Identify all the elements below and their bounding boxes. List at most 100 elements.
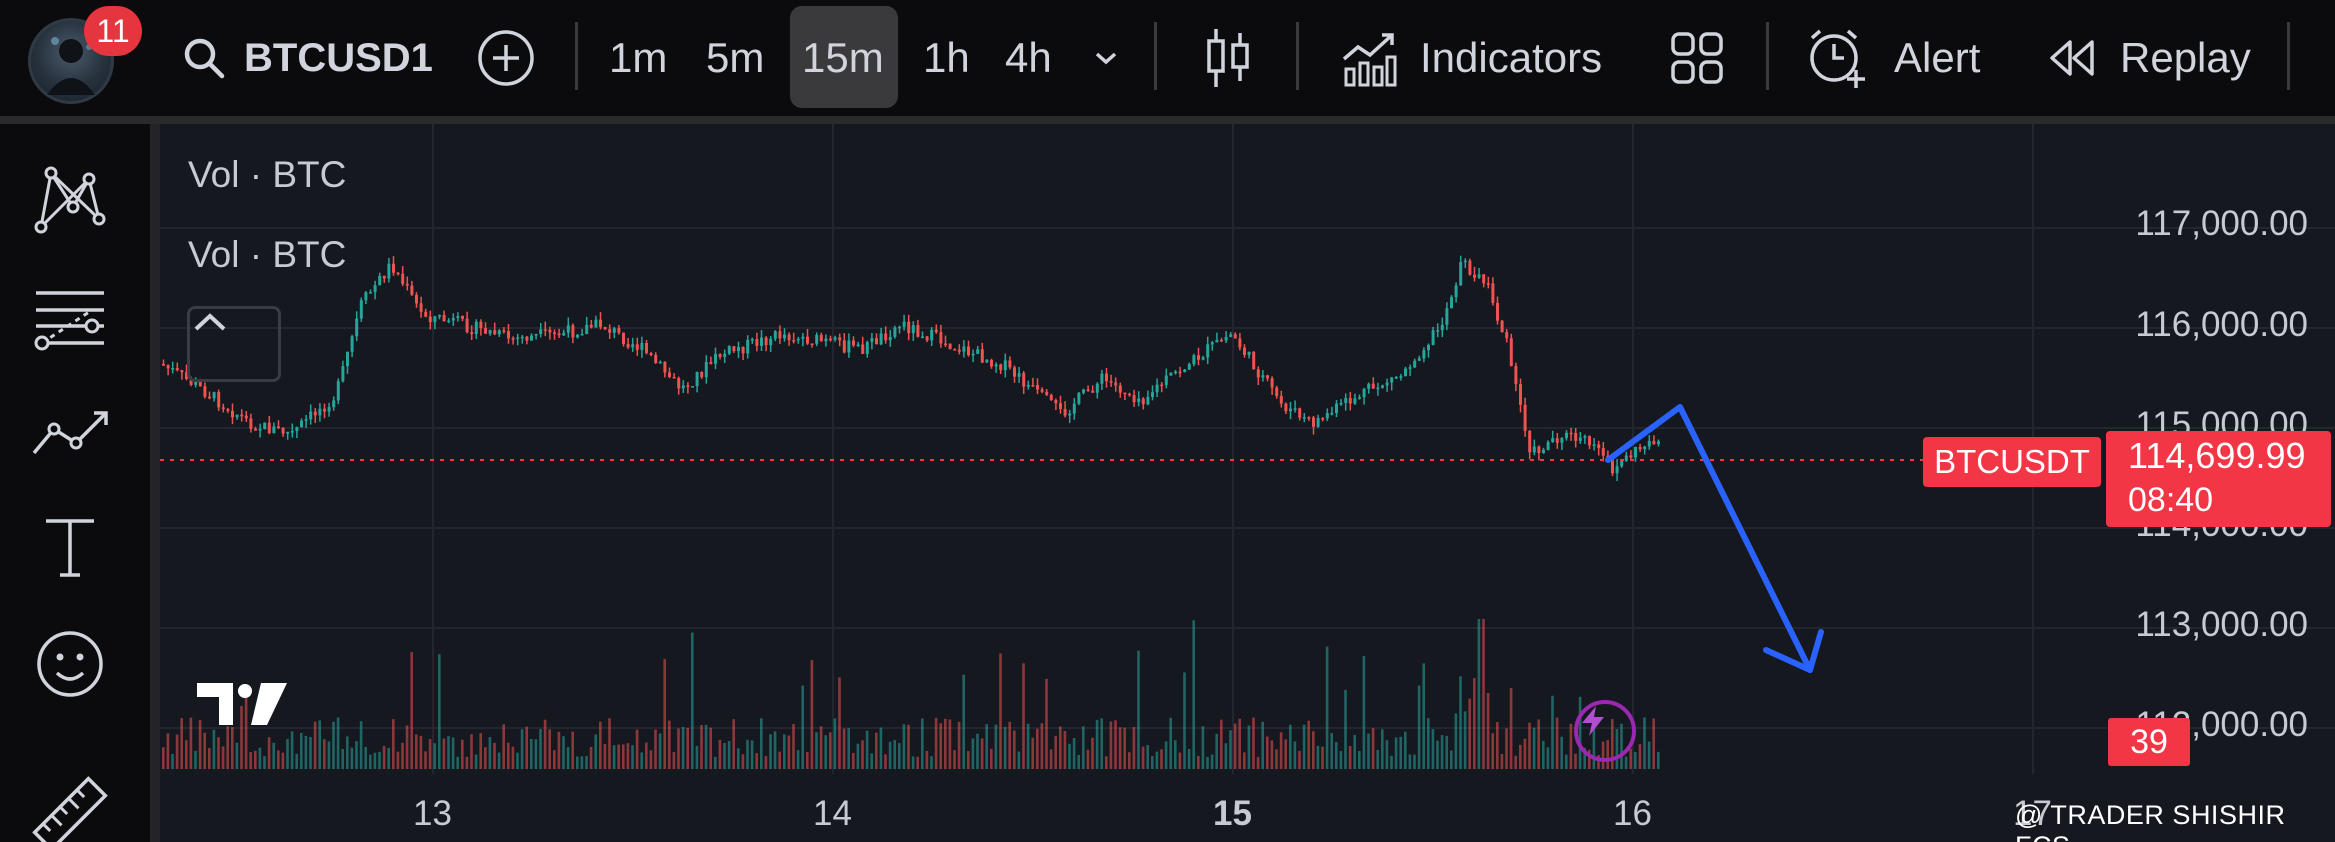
candle-body (948, 343, 952, 350)
fib-tool-button[interactable] (30, 278, 110, 358)
volume-bar (1164, 741, 1168, 769)
candle-body (1344, 398, 1348, 403)
layouts-button[interactable] (1670, 0, 1724, 116)
candle-body (1353, 398, 1357, 404)
candle-body (267, 422, 271, 434)
candle-body (378, 275, 382, 286)
timeframe-dropdown[interactable] (1090, 0, 1122, 116)
candle-body (663, 361, 667, 373)
volume-bar (1298, 750, 1301, 769)
volume-bar (401, 742, 404, 769)
candle-body (497, 330, 501, 335)
candle-body (1045, 391, 1049, 395)
volume-bar (1427, 718, 1430, 769)
volume-bar (888, 741, 892, 769)
pattern-tool-button[interactable] (30, 160, 110, 240)
candle-body (401, 273, 405, 284)
candle-body (1569, 432, 1573, 435)
candle-body (313, 411, 317, 416)
volume-bar (704, 724, 708, 769)
timeframe-1h[interactable]: 1h (923, 34, 970, 81)
timeframe-4h[interactable]: 4h (1005, 34, 1052, 81)
volume-bar (838, 677, 841, 769)
volume-bar (953, 750, 956, 769)
candle-body (410, 285, 414, 295)
timeframe-1m[interactable]: 1m (609, 34, 668, 81)
candle-body (1049, 394, 1053, 401)
collapse-legend-button[interactable] (187, 306, 281, 382)
volume-bar (194, 750, 197, 769)
volume-bar (681, 726, 685, 769)
volume-bar (792, 724, 795, 769)
ruler-tool-button[interactable] (30, 774, 110, 842)
volume-bar (162, 747, 165, 769)
candle-body (626, 344, 630, 348)
volume-bar (1036, 728, 1039, 769)
volume-bar (1394, 737, 1398, 769)
volume-legend[interactable]: Vol · BTC (188, 154, 347, 195)
volume-bar (810, 659, 814, 769)
volume-bar (1224, 743, 1228, 769)
volume-bar (1132, 727, 1136, 769)
candle-body (180, 370, 184, 373)
candle-body (681, 385, 685, 389)
drawing-toolbar (0, 124, 150, 842)
candle-body (870, 338, 874, 342)
candle-body (654, 354, 658, 364)
alert-button[interactable]: Alert (1806, 0, 1980, 116)
candle-body (1523, 404, 1527, 432)
emoji-tool-button[interactable] (30, 624, 110, 704)
indicators-button[interactable]: Indicators (1340, 0, 1602, 116)
text-tool-button[interactable] (30, 508, 110, 588)
last-price: 114,699.99 (2128, 435, 2306, 476)
ruler-icon (32, 776, 108, 842)
timeframe-15m[interactable]: 15m (802, 34, 884, 81)
candle-body (723, 353, 727, 357)
lightning-button[interactable] (1574, 700, 1636, 762)
volume-bar (1183, 672, 1186, 769)
candle-body (1542, 449, 1545, 453)
candle-body (806, 336, 809, 344)
volume-bar (1542, 740, 1545, 769)
volume-bar (1266, 736, 1269, 769)
candle-body (249, 418, 253, 429)
smiley-icon (37, 631, 103, 697)
volume-bar (415, 734, 418, 769)
volume-bar (787, 735, 791, 769)
volume-bar (470, 734, 473, 769)
notification-badge: 11 (84, 6, 142, 56)
volume-bar (1459, 676, 1462, 769)
volume-bar (208, 748, 211, 769)
trend-line-tool-button[interactable] (30, 394, 110, 474)
volume-bar (603, 743, 607, 769)
candle-body (235, 414, 239, 418)
volume-bar (1482, 619, 1485, 769)
price-chart-canvas[interactable] (160, 124, 2335, 842)
candle-body (484, 328, 487, 334)
volume-legend-secondary[interactable]: Vol · BTC (188, 234, 347, 275)
chart-pane[interactable]: Vol · BTC Vol · BTC 117,000.00 116,000.0… (160, 124, 2335, 842)
volume-bar (553, 750, 556, 769)
symbol-search-button[interactable]: BTCUSD1 (180, 0, 433, 116)
candle-body (355, 318, 359, 337)
candle-body (1054, 400, 1058, 404)
volume-bar (1155, 751, 1159, 769)
volume-bar (1588, 749, 1591, 769)
last-price-badge: 114,699.99 08:40 (2106, 431, 2331, 527)
volume-bar (1174, 740, 1177, 769)
volume-bar (405, 725, 409, 769)
time-axis-label: 13 (413, 794, 452, 833)
candle-body (1537, 446, 1541, 453)
replay-button[interactable]: Replay (2046, 0, 2251, 116)
timeframe-5m[interactable]: 5m (706, 34, 765, 81)
compare-symbol-button[interactable] (476, 0, 536, 116)
candle-body (1146, 396, 1150, 405)
symbol-price-badge[interactable]: BTCUSDT (1923, 437, 2101, 487)
volume-bar (764, 756, 768, 769)
volume-bar (277, 750, 280, 769)
chart-type-button[interactable] (1204, 0, 1252, 116)
volume-bar (1413, 754, 1416, 769)
volume-bar (576, 756, 579, 769)
volume-bar (856, 743, 860, 769)
volume-bar (1399, 736, 1402, 769)
